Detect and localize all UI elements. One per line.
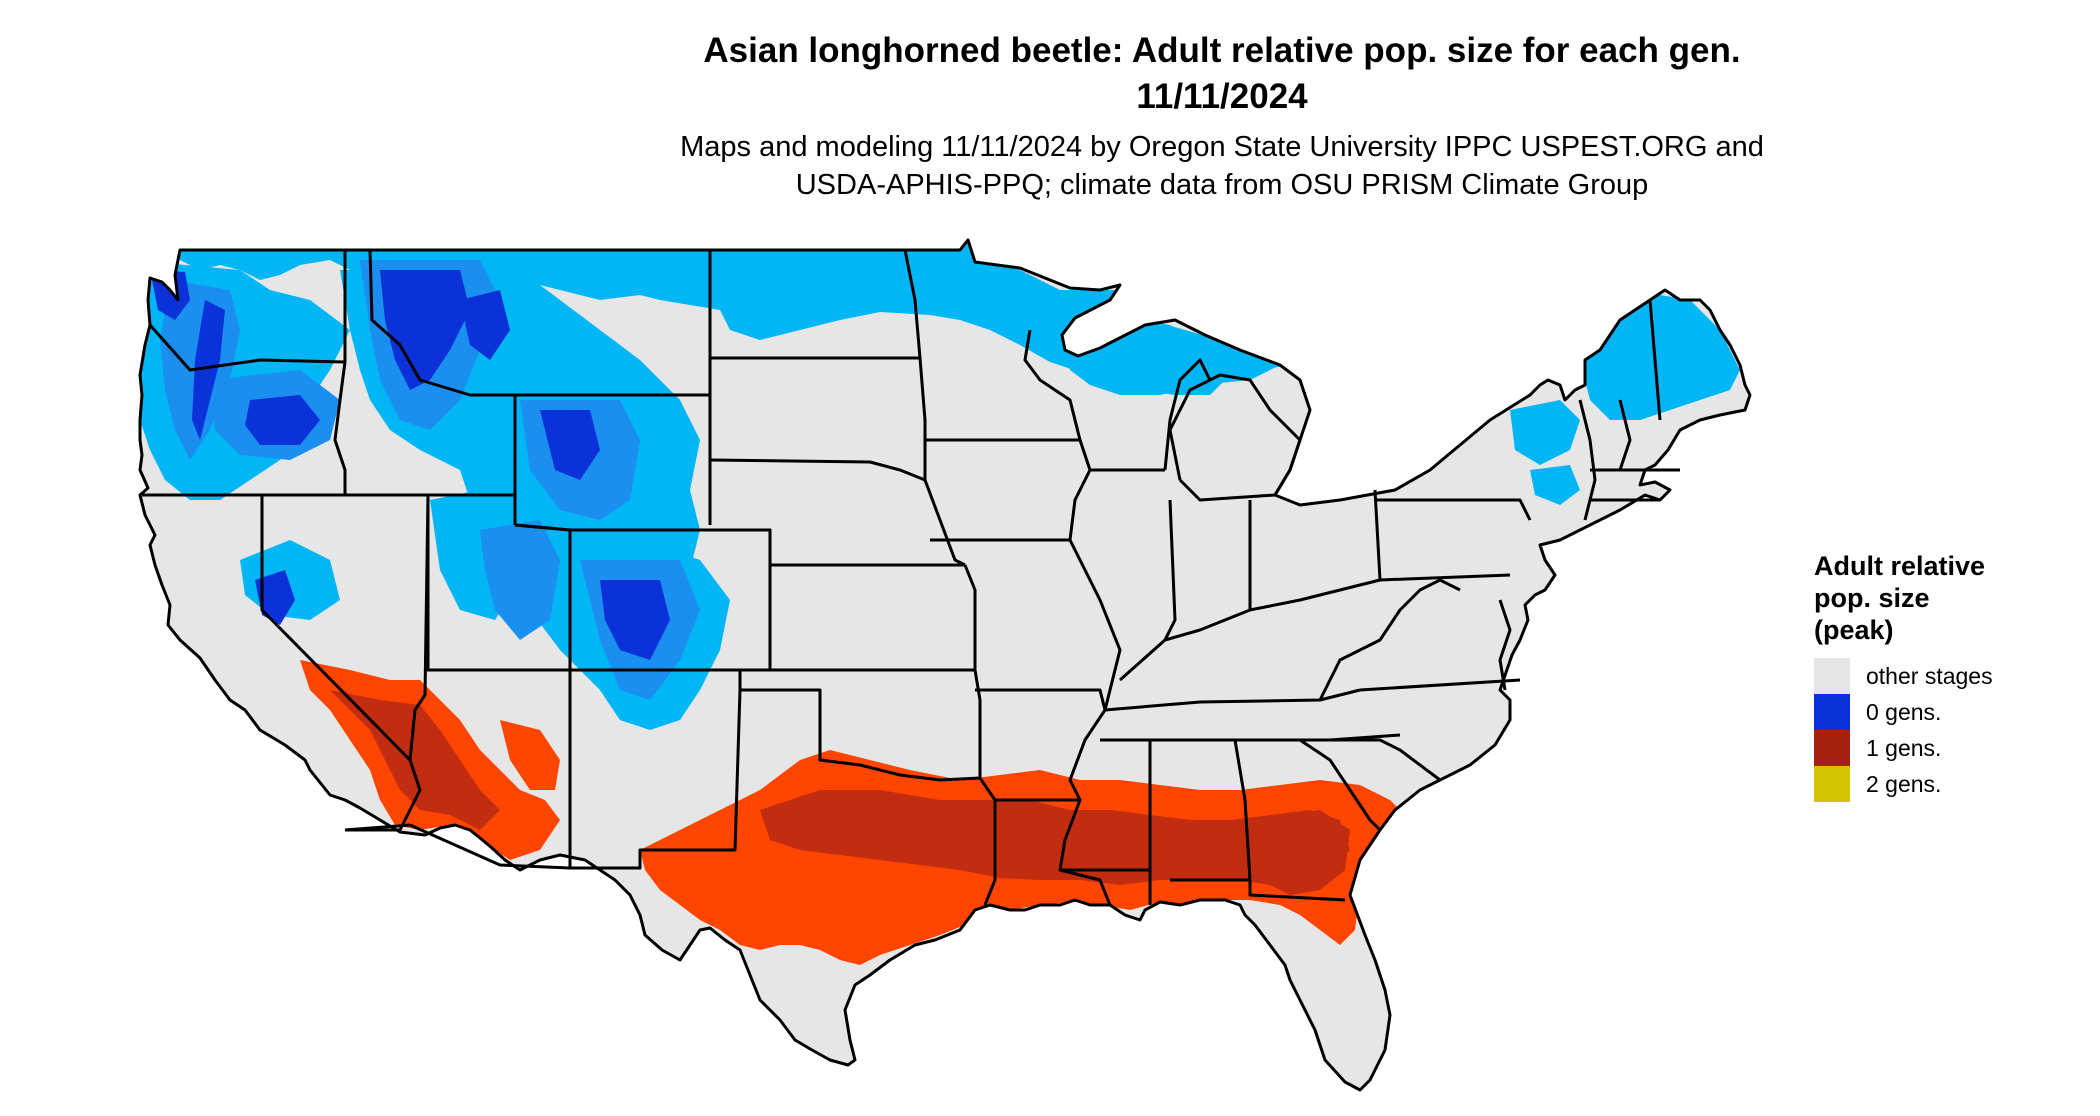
legend-item-1-gens: 1 gens. bbox=[1814, 730, 2084, 766]
border-ga-sc bbox=[1299, 738, 1382, 832]
legend-swatch-1-gens bbox=[1814, 730, 1850, 766]
map-title: Asian longhorned beetle: Adult relative … bbox=[703, 28, 1740, 120]
zone-colorado-dark-blue bbox=[600, 580, 670, 660]
border-mo-ar bbox=[975, 688, 1107, 711]
zone-az-dark-red bbox=[330, 690, 500, 830]
border-nh-me bbox=[1648, 299, 1662, 421]
border-az-mx bbox=[409, 823, 571, 870]
border-ohio-river bbox=[1119, 578, 1381, 682]
legend-item-0-gens: 0 gens. bbox=[1814, 694, 2084, 730]
zone-wyoming-dark-blue bbox=[540, 410, 600, 480]
zone-georgia-dark-red bbox=[1250, 810, 1350, 895]
map-subtitle-line2: USDA-APHIS-PPQ; climate data from OSU PR… bbox=[795, 169, 1649, 201]
climate-zones bbox=[140, 240, 1740, 965]
border-ca-mx bbox=[344, 823, 411, 832]
border-chesapeake bbox=[1498, 599, 1512, 691]
border-pa-ny bbox=[1375, 498, 1532, 521]
legend-label-0-gens: 0 gens. bbox=[1866, 698, 1942, 725]
zone-north-light-blue bbox=[140, 240, 1290, 395]
border-ky-tn bbox=[1104, 688, 1361, 712]
legend-item-other-stages: other stages bbox=[1814, 658, 2084, 694]
border-sd-ne bbox=[709, 458, 926, 482]
border-ne-co bbox=[710, 528, 772, 565]
zone-cascades-dark-blue bbox=[192, 300, 225, 440]
border-mn-wi bbox=[1023, 329, 1082, 441]
border-az-ca bbox=[345, 759, 422, 832]
legend-label-other-stages: other stages bbox=[1866, 662, 1993, 689]
zone-ny-light-blue bbox=[1510, 400, 1580, 465]
border-wv bbox=[1318, 578, 1461, 701]
legend: Adult relative pop. size (peak) other st… bbox=[1814, 550, 2084, 802]
border-ok bbox=[740, 669, 982, 782]
border-lower-mi bbox=[1168, 373, 1302, 502]
border-nv bbox=[260, 494, 430, 762]
zone-nm-orange bbox=[500, 720, 560, 790]
zone-montana-dark-blue bbox=[460, 290, 510, 360]
border-al-ga bbox=[1233, 739, 1252, 881]
zone-gulf-dark-red bbox=[760, 790, 1350, 885]
zone-idaho-dark-blue bbox=[380, 270, 470, 390]
legend-title: Adult relative pop. size (peak) bbox=[1814, 551, 1986, 645]
border-or-id bbox=[333, 361, 347, 495]
border-sc-nc bbox=[1330, 738, 1441, 782]
border-ia-ne bbox=[923, 479, 966, 567]
border-pa-south bbox=[1379, 573, 1511, 582]
border-oh-pa bbox=[1373, 489, 1382, 581]
border-tx-east bbox=[978, 777, 997, 906]
zone-adirondack-light-blue bbox=[1530, 465, 1580, 505]
legend-swatch-2-gens bbox=[1814, 766, 1850, 802]
zone-ne-light-blue bbox=[1580, 295, 1740, 420]
map-subtitle-line1: Maps and modeling 11/11/2024 by Oregon S… bbox=[680, 131, 1764, 163]
border-wa-or bbox=[148, 324, 346, 372]
border-vt-nh bbox=[1618, 399, 1632, 471]
border-lake-mi-west bbox=[1163, 358, 1212, 471]
zone-utah-mid-blue bbox=[480, 520, 560, 640]
map-title-date: 11/11/2024 bbox=[1136, 77, 1308, 116]
map-subtitle: Maps and modeling 11/11/2024 by Oregon S… bbox=[680, 128, 1764, 204]
legend-label-1-gens: 1 gens. bbox=[1866, 734, 1942, 761]
legend-swatch-other-stages bbox=[1814, 658, 1850, 694]
border-va-nc bbox=[1359, 678, 1521, 692]
map-title-line1: Asian longhorned beetle: Adult relative … bbox=[703, 31, 1741, 70]
border-ks-mo bbox=[963, 564, 977, 670]
state-borders bbox=[138, 238, 1752, 1092]
legend-item-2-gens: 2 gens. bbox=[1814, 766, 2084, 802]
zone-oregon-dark-blue bbox=[245, 395, 320, 445]
border-id-mt bbox=[368, 249, 520, 397]
border-il-in bbox=[1163, 499, 1177, 641]
legend-label-2-gens: 2 gens. bbox=[1866, 770, 1942, 797]
border-mississippi bbox=[1058, 439, 1122, 906]
border-ga-fl bbox=[1248, 880, 1346, 902]
legend-swatch-0-gens bbox=[1814, 694, 1850, 730]
